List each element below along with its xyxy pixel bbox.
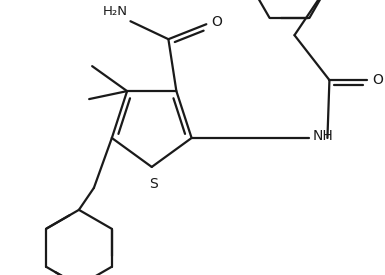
Text: H₂N: H₂N [102, 5, 127, 18]
Text: O: O [372, 73, 383, 87]
Text: NH: NH [313, 129, 333, 143]
Text: O: O [211, 15, 222, 29]
Text: S: S [149, 177, 158, 191]
